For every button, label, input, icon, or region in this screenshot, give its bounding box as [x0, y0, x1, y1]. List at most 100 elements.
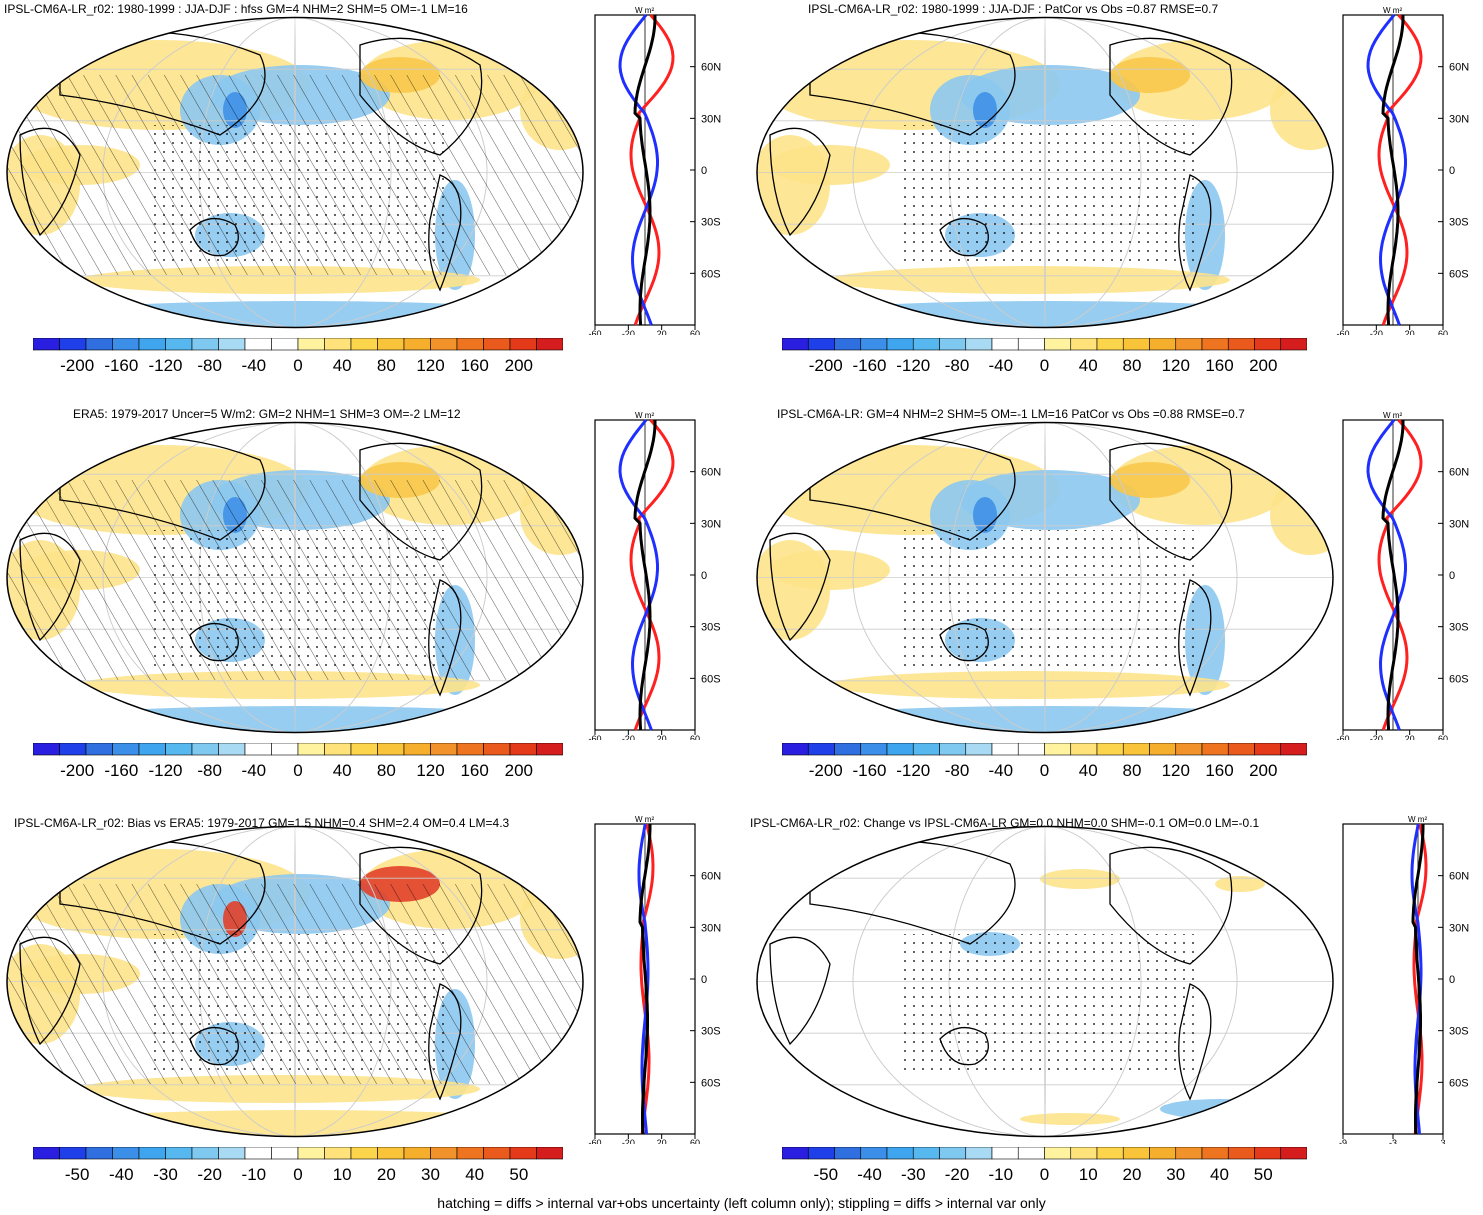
zonal-mean-profile: 60N 30N 0 30S 60S -60 -20 20 60 W m² [1336, 411, 1469, 740]
svg-text:-60: -60 [588, 734, 601, 740]
colorbar-tick-label: -120 [148, 356, 183, 375]
colorbar [33, 338, 563, 351]
colorbar-tick-label: -40 [857, 1165, 882, 1184]
colorbar-tick-label: 40 [1078, 356, 1098, 375]
panel-title: IPSL-CM6A-LR: GM=4 NHM=2 SHM=5 OM=-1 LM=… [777, 407, 1245, 421]
world-map [6, 825, 584, 1138]
svg-text:30N: 30N [1449, 113, 1469, 125]
svg-text:60S: 60S [1449, 673, 1469, 685]
colorbar-tick-label: 50 [509, 1165, 529, 1184]
svg-text:30N: 30N [1449, 518, 1469, 530]
zonal-mean-profile: 60N 30N 0 30S 60S -60 -20 20 60 W m² [588, 6, 721, 335]
colorbar-tick-label: -120 [148, 761, 183, 780]
svg-text:30N: 30N [1449, 922, 1469, 934]
svg-text:W m²: W m² [1383, 6, 1402, 15]
colorbar-tick-label: 160 [460, 761, 489, 780]
svg-text:0: 0 [701, 570, 707, 582]
colorbar-tick-label: -200 [808, 761, 843, 780]
svg-text:60N: 60N [1449, 467, 1469, 479]
figure-footnote: hatching = diffs > internal var+obs unce… [437, 1195, 1046, 1211]
panel-3: ERA5: 1979-2017 Uncer=5 W/m2: GM=2 NHM=1… [0, 405, 740, 805]
svg-text:3: 3 [1440, 1138, 1445, 1144]
panel-1: IPSL-CM6A-LR_r02: 1980-1999 : JJA-DJF : … [0, 0, 740, 400]
colorbar-tick-label: -120 [896, 761, 931, 780]
colorbar-tick-label: 10 [332, 1165, 352, 1184]
svg-text:W m²: W m² [635, 6, 654, 15]
svg-text:60S: 60S [1449, 1077, 1469, 1089]
colorbar-tick-label: 120 [1161, 761, 1190, 780]
svg-text:60N: 60N [1449, 871, 1469, 883]
colorbar [782, 1147, 1307, 1160]
colorbar-tick-label: 200 [504, 761, 534, 780]
svg-text:30S: 30S [701, 217, 721, 229]
colorbar-tick-label: 80 [376, 761, 396, 780]
svg-text:30S: 30S [1449, 622, 1469, 634]
svg-text:60S: 60S [1449, 268, 1469, 280]
colorbar-tick-label: 0 [1039, 761, 1050, 780]
svg-text:0: 0 [701, 165, 707, 177]
colorbar-labels: -50 -40 -30 -20 -10 0 10 20 30 40 50 [33, 1165, 563, 1187]
panel-title: IPSL-CM6A-LR_r02: Bias vs ERA5: 1979-201… [14, 816, 510, 830]
colorbar-tick-label: 10 [1078, 1165, 1098, 1184]
colorbar [33, 1147, 563, 1160]
svg-text:30S: 30S [1449, 217, 1469, 229]
colorbar-tick-label: 160 [1205, 761, 1234, 780]
colorbar-labels: -200 -160 -120 -80 -40 0 40 80 120 160 200 [33, 761, 563, 783]
zonal-mean-profile: 60N 30N 0 30S 60S -60 -20 20 60 W m² [588, 411, 721, 740]
svg-text:W m²: W m² [1383, 411, 1402, 420]
colorbar-tick-label: 0 [1039, 356, 1050, 375]
world-map [6, 421, 584, 734]
colorbar-tick-label: -40 [988, 356, 1014, 375]
colorbar-tick-label: -200 [60, 356, 95, 375]
svg-text:-60: -60 [588, 329, 601, 335]
colorbar [782, 338, 1307, 351]
colorbar-tick-label: 30 [1166, 1165, 1186, 1184]
colorbar-tick-label: 120 [416, 356, 445, 375]
svg-text:60: 60 [690, 1138, 700, 1144]
colorbar-tick-label: 0 [293, 356, 303, 375]
colorbar-tick-label: 20 [376, 1165, 396, 1184]
colorbar-tick-label: -160 [852, 356, 887, 375]
svg-text:30N: 30N [701, 113, 721, 125]
colorbar-tick-label: -80 [944, 356, 970, 375]
svg-text:30N: 30N [701, 518, 721, 530]
colorbar [33, 743, 563, 756]
svg-text:0: 0 [1449, 570, 1455, 582]
colorbar-tick-label: -40 [241, 761, 267, 780]
svg-text:20: 20 [657, 329, 667, 335]
colorbar-labels: -200 -160 -120 -80 -40 0 40 80 120 160 200 [782, 761, 1307, 783]
svg-text:-20: -20 [622, 329, 635, 335]
colorbar-tick-label: 50 [1253, 1165, 1273, 1184]
svg-text:30S: 30S [1449, 1026, 1469, 1038]
colorbar-tick-label: -80 [197, 356, 222, 375]
svg-text:-60: -60 [1336, 329, 1349, 335]
colorbar-tick-label: 120 [1161, 356, 1190, 375]
svg-text:0: 0 [1449, 974, 1455, 986]
world-map [756, 16, 1334, 329]
colorbar-tick-label: 0 [293, 761, 303, 780]
svg-text:-20: -20 [1370, 329, 1383, 335]
svg-text:-9: -9 [1339, 1138, 1347, 1144]
colorbar-tick-label: 40 [332, 761, 352, 780]
svg-text:20: 20 [1405, 329, 1415, 335]
svg-text:20: 20 [657, 734, 667, 740]
colorbar-tick-label: 40 [1210, 1165, 1229, 1184]
svg-text:60N: 60N [701, 62, 721, 74]
svg-text:W m²: W m² [1408, 815, 1427, 824]
colorbar-tick-label: -50 [64, 1165, 90, 1184]
colorbar-tick-label: -10 [241, 1165, 267, 1184]
svg-text:60S: 60S [701, 673, 721, 685]
panel-title: IPSL-CM6A-LR_r02: 1980-1999 : JJA-DJF : … [4, 2, 468, 16]
svg-text:-20: -20 [622, 1138, 635, 1144]
colorbar-tick-label: 30 [421, 1165, 440, 1184]
svg-text:-3: -3 [1389, 1138, 1397, 1144]
colorbar-tick-label: 40 [1078, 761, 1098, 780]
colorbar-tick-label: -160 [104, 761, 139, 780]
svg-text:60S: 60S [701, 1077, 721, 1089]
svg-text:W m²: W m² [635, 815, 654, 824]
svg-text:60: 60 [690, 329, 700, 335]
colorbar-tick-label: 200 [1249, 356, 1278, 375]
colorbar-tick-label: -80 [197, 761, 222, 780]
svg-text:60N: 60N [701, 871, 721, 883]
colorbar-tick-label: -20 [944, 1165, 970, 1184]
